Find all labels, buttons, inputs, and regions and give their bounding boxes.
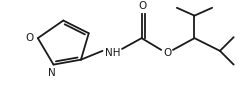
Text: O: O [163,48,171,58]
Text: NH: NH [104,48,120,58]
Text: O: O [25,33,33,43]
Text: O: O [138,1,147,11]
Text: N: N [48,68,55,78]
